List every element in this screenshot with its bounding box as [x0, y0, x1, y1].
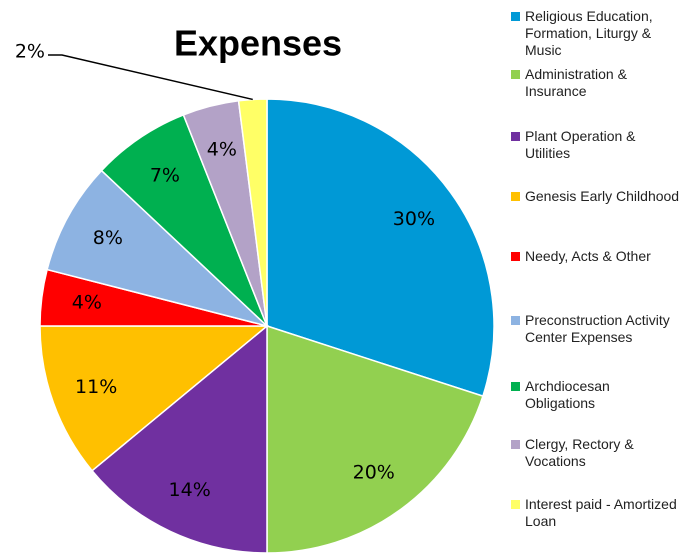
data-label: 2% [15, 41, 45, 63]
pie-slice [266, 98, 495, 398]
legend-label: Plant Operation & Utilities [525, 128, 636, 161]
legend-swatch [511, 382, 520, 391]
legend-label: Needy, Acts & Other [525, 248, 651, 264]
legend-swatch [511, 132, 520, 141]
legend-label: Interest paid - Amortized Loan [525, 496, 677, 529]
chart-title: Expenses [174, 23, 342, 64]
legend-swatch [511, 12, 520, 21]
data-label: 7% [150, 164, 180, 186]
data-label: 4% [207, 139, 237, 161]
legend-swatch [511, 316, 520, 325]
legend-swatch [511, 192, 520, 201]
data-label: 20% [353, 461, 395, 483]
data-label: 14% [169, 479, 211, 501]
legend-label: Preconstruction Activity Center Expenses [525, 312, 670, 345]
legend-swatch [511, 440, 520, 449]
pie-slice [266, 324, 484, 553]
pie-slice [39, 325, 270, 472]
leader-line [48, 54, 253, 101]
legend-label: Archdiocesan Obligations [525, 378, 610, 411]
data-label: 8% [93, 227, 123, 249]
legend-swatch [511, 500, 520, 509]
data-label: 30% [393, 208, 435, 230]
pie-slice [91, 324, 268, 553]
legend-swatch [511, 252, 520, 261]
pie-slice [46, 169, 268, 327]
legend-label: Clergy, Rectory & Vocations [525, 436, 634, 469]
data-label: 11% [75, 376, 117, 398]
legend-label: Genesis Early Childhood [525, 188, 680, 204]
legend-swatch [511, 70, 520, 79]
legend-label: Religious Education, Formation, Liturgy … [525, 8, 653, 58]
data-label: 4% [72, 292, 102, 314]
legend-label: Administration & Insurance [525, 66, 627, 99]
